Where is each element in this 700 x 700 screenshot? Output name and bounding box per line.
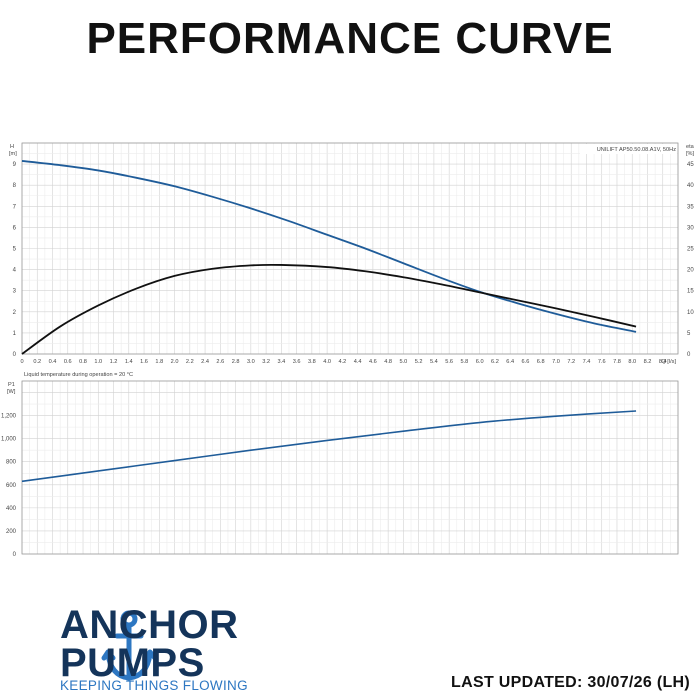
y-left-tick-label: 5 [13,247,17,253]
x-tick-label: 2.4 [201,359,209,365]
model-label-bg [580,144,677,154]
y-right-tick-label: 45 [687,162,694,168]
x-tick-label: 1.6 [140,359,148,365]
x-tick-label: 4.6 [369,359,377,365]
page-title: PERFORMANCE CURVE [86,14,614,63]
x-tick-label: 2.2 [186,359,194,365]
x-tick-label: 2.8 [232,359,240,365]
x-tick-label: 8.4 [659,359,667,365]
y-right-tick-label: 25 [687,247,694,253]
x-tick-label: 6.6 [522,359,530,365]
anchor-icon [101,610,158,681]
x-tick-label: 5.4 [430,359,438,365]
brand-tagline: KEEPING THINGS FLOWING [60,678,248,693]
x-tick-label: 6.2 [491,359,499,365]
x-tick-label: 4.4 [354,359,362,365]
y-power-tick-label: 0 [13,552,17,558]
brand-name-line1: ANCHOR [60,603,239,647]
x-tick-label: 1.2 [110,359,118,365]
x-tick-label: 2.6 [216,359,224,365]
y-left-axis-label: H [10,144,14,150]
x-tick-label: 5.8 [461,359,469,365]
y-right-tick-label: 15 [687,289,694,295]
x-tick-label: 7.0 [552,359,560,365]
y-power-tick-label: 400 [6,506,17,512]
x-tick-label: 0.4 [49,359,57,365]
x-tick-label: 3.2 [262,359,270,365]
y-right-tick-label: 10 [687,310,694,316]
model-label: UNILIFT AP50.50.08.A1V, 50Hz [597,147,676,153]
x-tick-label: 8.0 [628,359,636,365]
y-power-tick-label: 200 [6,529,17,535]
x-tick-label: 6.8 [537,359,545,365]
y-left-tick-label: 4 [13,268,17,274]
x-tick-label: 6.4 [506,359,514,365]
x-tick-label: 1.0 [94,359,102,365]
x-tick-label: 0.2 [33,359,41,365]
y-right-tick-label: 5 [687,331,691,337]
y-left-tick-label: 6 [13,225,17,231]
y-left-axis-unit: [m] [9,151,17,157]
x-tick-label: 3.8 [308,359,316,365]
plot-frame-top [21,142,679,355]
efficiency-curve-line [21,263,637,355]
x-tick-label: 0 [20,359,23,365]
x-tick-label: 5.0 [400,359,408,365]
y-power-tick-label: 800 [6,460,17,466]
x-tick-label: 5.2 [415,359,423,365]
brand-name-line2: PUMPS [60,641,205,685]
x-tick-label: 7.8 [613,359,621,365]
y-left-tick-label: 9 [13,162,17,168]
x-tick-label: 0.6 [64,359,72,365]
x-tick-label: 1.8 [155,359,163,365]
performance-chart: 0 0.2 0.4 0.6 0.8 1.0 1.2 1.4 1.6 1.8 2.0 2.2 2.4 2.6… [1,142,695,558]
y-left-tick-label: 0 [13,352,17,358]
last-updated-label: LAST UPDATED: 30/07/26 (LH) [451,674,690,691]
x-tick-label: 0.8 [79,359,87,365]
y-power-axis-unit: [W] [7,389,16,395]
y-power-tick-label: 1,200 [1,414,17,420]
x-tick-label: 4.0 [323,359,331,365]
y-left-tick-label: 2 [13,310,17,316]
y-power-tick-label: 600 [6,483,17,489]
head-curve-line [21,160,637,333]
x-tick-label: 7.6 [598,359,606,365]
x-tick-label: 6.0 [476,359,484,365]
y-left-tick-label: 1 [13,331,17,337]
x-tick-label: 3.4 [277,359,285,365]
x-tick-label: 3.0 [247,359,255,365]
y-power-axis-label: P1 [8,382,15,388]
y-right-tick-label: 0 [687,352,691,358]
y-right-tick-label: 30 [687,225,694,231]
power-curve-line [21,410,637,483]
y-right-tick-label: 35 [687,204,694,210]
x-tick-label: 2.0 [171,359,179,365]
plot-frame-bottom [21,380,679,555]
x-tick-label: 7.2 [567,359,575,365]
x-tick-label: 4.2 [338,359,346,365]
y-right-axis-label: eta [686,144,695,150]
y-power-tick-label: 1,000 [1,437,17,443]
x-tick-label: 4.8 [384,359,392,365]
x-axis-label: Q [l/s] [661,359,676,365]
x-tick-label: 1.4 [125,359,133,365]
y-right-axis-unit: [%] [686,151,695,157]
y-left-tick-label: 3 [13,289,17,295]
x-tick-label: 7.4 [583,359,591,365]
x-tick-label: 8.2 [644,359,652,365]
y-left-tick-label: 7 [13,204,17,210]
x-tick-label: 3.6 [293,359,301,365]
x-tick-label: 5.6 [445,359,453,365]
y-left-tick-label: 8 [13,183,17,189]
liquid-temperature-note: Liquid temperature during operation = 20… [24,372,133,378]
y-right-tick-label: 40 [687,183,694,189]
y-right-tick-label: 20 [687,268,694,274]
